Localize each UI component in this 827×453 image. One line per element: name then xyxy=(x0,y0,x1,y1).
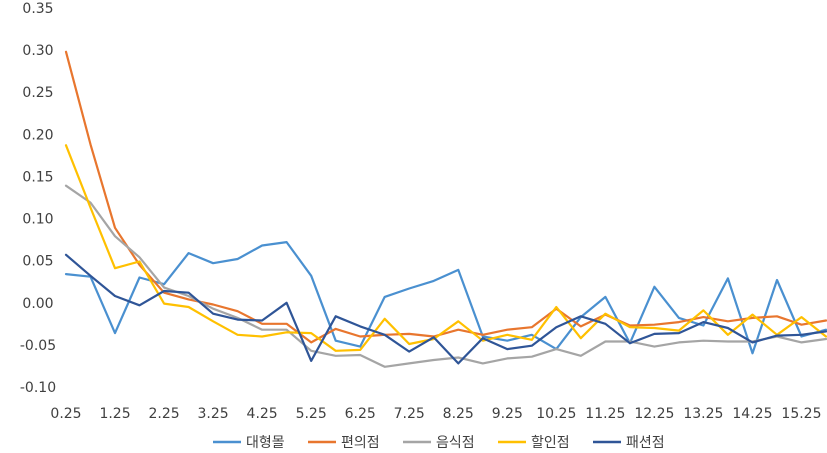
legend: 대형몰 편의점 음식점 할인점 패션점 xyxy=(213,435,665,451)
x-tick-label: 15.25 xyxy=(781,406,821,422)
y-axis: 0.35 0.30 0.25 0.20 0.15 0.10 0.05 0.00 -0.05 -0.… xyxy=(20,1,56,396)
legend-label: 음식점 xyxy=(436,435,475,451)
x-tick-label: 1.25 xyxy=(99,406,130,422)
series-line-3 xyxy=(64,184,827,368)
x-tick-label: 8.25 xyxy=(443,406,474,422)
y-tick-label: 0.10 xyxy=(22,212,53,228)
legend-label: 할인점 xyxy=(531,435,570,451)
x-tick-label: 4.25 xyxy=(247,406,278,422)
legend-label: 편의점 xyxy=(341,435,380,451)
legend-label: 대형몰 xyxy=(246,435,285,451)
y-tick-label: 0.05 xyxy=(22,254,53,270)
y-tick-label: 0.15 xyxy=(22,169,53,185)
legend-item: 편의점 xyxy=(308,435,380,451)
series-line-2 xyxy=(64,50,827,344)
y-tick-label: 0.30 xyxy=(22,43,53,59)
x-tick-label: 2.25 xyxy=(148,406,179,422)
x-tick-label: 3.25 xyxy=(198,406,229,422)
legend-item: 음식점 xyxy=(403,435,475,451)
series-line-4 xyxy=(64,144,827,352)
x-tick-label: 9.25 xyxy=(492,406,523,422)
plot-area xyxy=(64,50,827,368)
x-tick-label: 11.25 xyxy=(585,406,625,422)
y-tick-label: 0.35 xyxy=(22,1,53,17)
x-tick-label: 14.25 xyxy=(732,406,772,422)
x-tick-label: 5.25 xyxy=(296,406,327,422)
y-tick-label: 0.25 xyxy=(22,85,53,101)
legend-item: 패션점 xyxy=(593,435,665,451)
legend-item: 대형몰 xyxy=(213,435,285,451)
x-axis: 0.25 1.25 2.25 3.25 4.25 5.25 6.25 7.25 8.25 9.25… xyxy=(50,406,821,422)
legend-item: 할인점 xyxy=(498,435,570,451)
y-tick-label: 0.20 xyxy=(22,127,53,143)
x-tick-label: 13.25 xyxy=(683,406,723,422)
y-tick-label: 0.00 xyxy=(22,296,53,312)
series-line-5 xyxy=(64,253,827,365)
x-tick-label: 6.25 xyxy=(345,406,376,422)
x-tick-label: 12.25 xyxy=(634,406,674,422)
legend-label: 패션점 xyxy=(626,435,665,451)
x-tick-label: 7.25 xyxy=(394,406,425,422)
x-tick-label: 10.25 xyxy=(536,406,576,422)
y-tick-label: -0.05 xyxy=(20,338,56,354)
x-tick-label: 0.25 xyxy=(50,406,81,422)
y-tick-label: -0.10 xyxy=(20,380,56,396)
